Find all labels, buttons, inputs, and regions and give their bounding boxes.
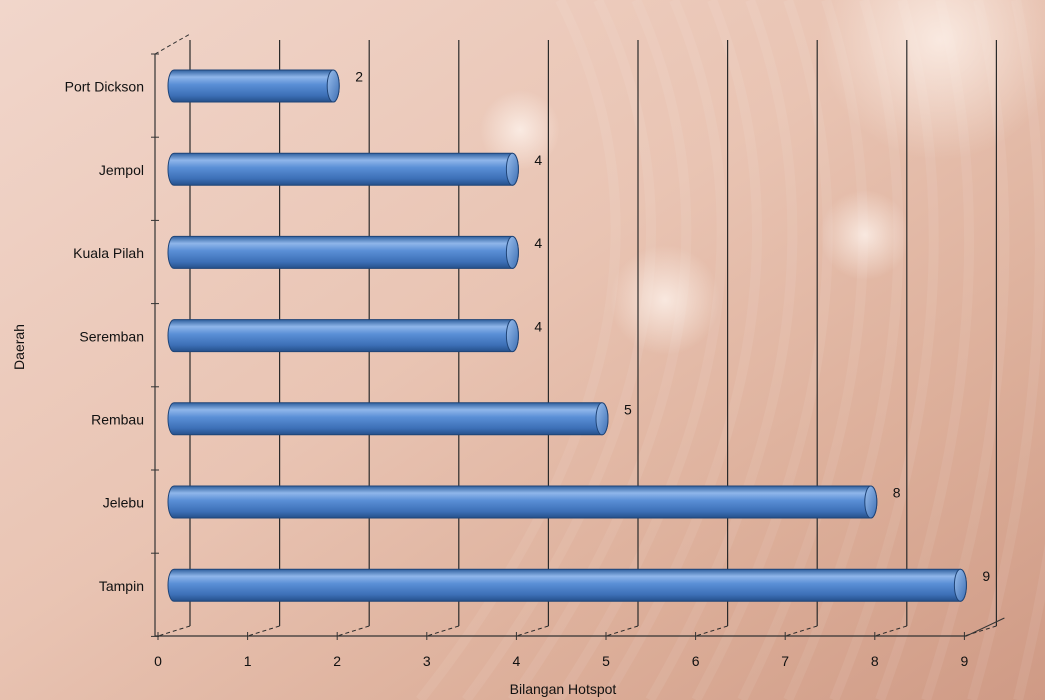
bar [167,485,878,519]
data-labels: 2 4 4 4 5 8 9 [355,69,990,584]
x-tick-label: 1 [244,653,252,669]
bar-end-cap [595,402,609,436]
background-glow [480,90,560,170]
x-tick-label: 2 [333,653,341,669]
floor-gridline [964,625,997,637]
axes [151,33,1005,640]
floor-gridline [785,625,818,637]
bar-body [167,152,519,186]
data-label: 4 [534,235,542,251]
bar-body [167,235,519,269]
x-axis-title: Bilangan Hotspot [510,681,617,697]
data-label: 8 [893,485,901,501]
y-tick-label: Port Dickson [65,79,144,95]
floor-gridline [516,625,549,637]
bar-end-cap [326,69,340,103]
x-tick-label: 9 [961,653,969,669]
bar-series [167,69,967,602]
floor-gridline [247,625,280,637]
bar-end-cap [505,235,519,269]
bar [167,235,519,269]
bar-body [167,568,967,602]
data-label: 2 [355,69,363,85]
floor-gridline [874,625,907,637]
x-tick-label: 0 [154,653,162,669]
floor-gridline [695,625,728,637]
x-tick-label: 6 [692,653,700,669]
floor-gridline [605,625,639,637]
floor-gridline [337,625,370,637]
y-tick-label: Seremban [79,328,144,344]
bar-body [167,69,340,103]
data-label: 5 [624,402,632,418]
bar-end-cap [953,568,967,602]
y-tick-label: Jempol [99,162,144,178]
bar-end-cap [864,485,878,519]
background-glow [820,0,1045,160]
x-tick-label: 4 [513,653,521,669]
bar [167,402,609,436]
bar [167,69,340,103]
floor-gridline [426,625,459,637]
bar-body [167,319,519,353]
y-tick-labels: Port Dickson Jempol Kuala Pilah Seremban Rem… [65,79,144,594]
x-tick-labels: 0 1 2 3 4 5 6 7 8 9 [154,653,968,669]
background-glow [610,245,720,355]
x-tick-label: 5 [602,653,610,669]
bar-body [167,485,878,519]
bar-body [167,402,609,436]
x-tick-label: 8 [871,653,879,669]
data-label: 9 [982,568,990,584]
y-tick-label: Jelebu [103,495,144,511]
background-stripe [1013,543,1045,700]
data-label: 4 [534,318,542,334]
y-tick-label: Rembau [91,412,144,428]
bar [167,319,519,353]
y-tick-label: Kuala Pilah [73,245,144,261]
bar-end-cap [505,319,519,353]
x-tick-label: 3 [423,653,431,669]
bar [167,568,967,602]
bar-end-cap [505,152,519,186]
x-tick-label: 7 [781,653,789,669]
background-glow [820,190,910,280]
data-label: 4 [534,152,542,168]
floor-gridline [157,625,191,637]
depth-line [966,617,1005,637]
bar [167,152,519,186]
y-tick-label: Tampin [99,578,144,594]
y-axis-title: Daerah [11,324,27,370]
